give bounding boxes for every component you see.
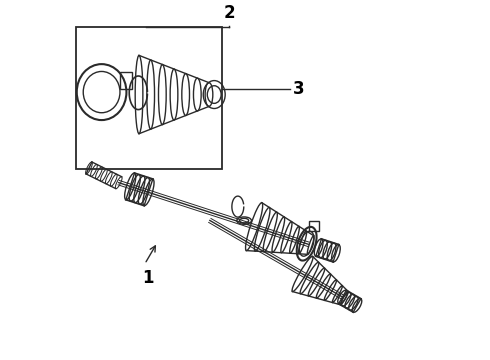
Bar: [120, 72, 132, 89]
Text: 2: 2: [223, 4, 235, 22]
Text: 3: 3: [294, 80, 305, 98]
Bar: [309, 221, 318, 230]
Text: 1: 1: [142, 269, 153, 287]
Bar: [76, 27, 221, 169]
